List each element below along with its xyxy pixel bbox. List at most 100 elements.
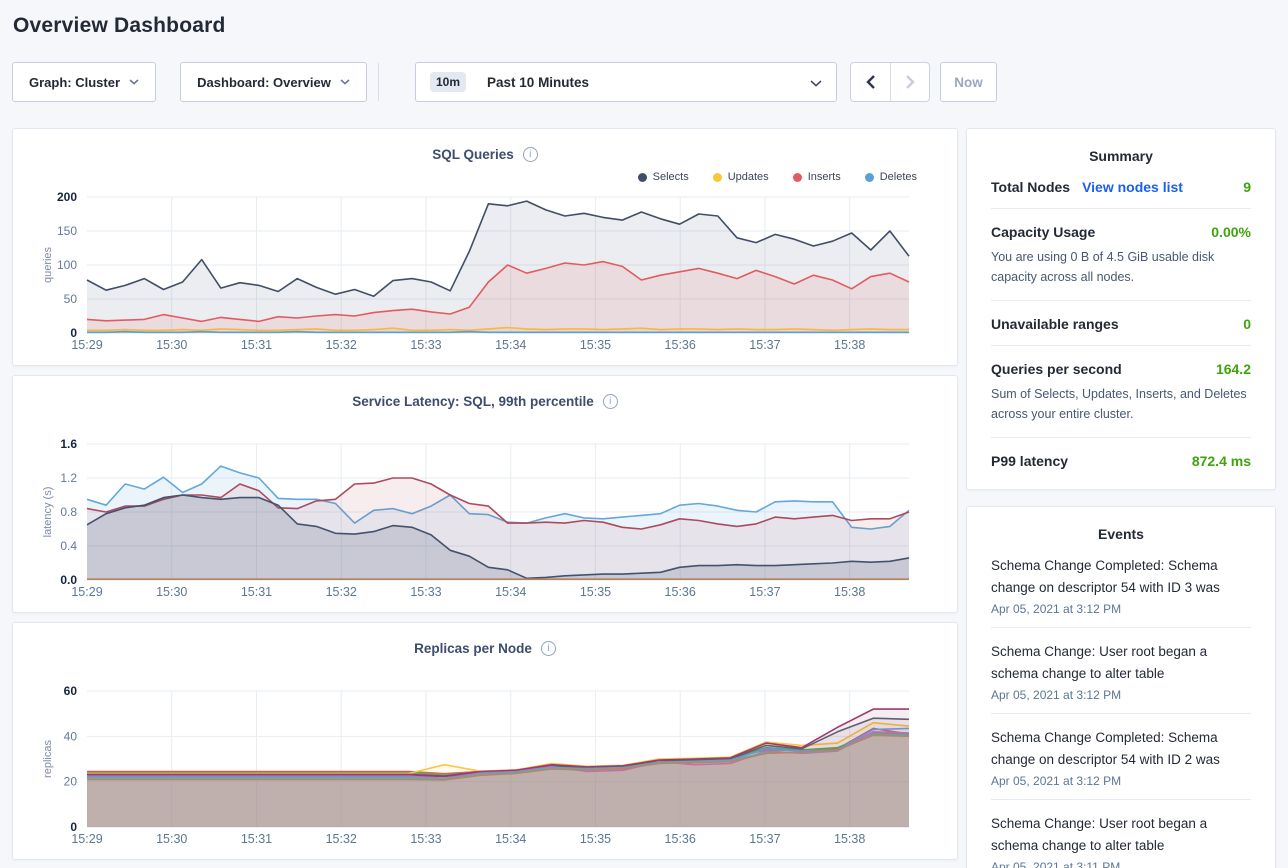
- legend-dot-icon: [864, 172, 874, 182]
- sql-queries-chart[interactable]: 0 50 100 150 200 15:29 15:30 15:31 15:32 15:33 15:…: [37, 189, 935, 359]
- unavailable-ranges-value: 0: [1243, 316, 1251, 332]
- svg-text:15:35: 15:35: [580, 832, 611, 846]
- toolbar-divider: [378, 63, 379, 101]
- svg-text:15:33: 15:33: [410, 338, 441, 352]
- legend-item-inserts[interactable]: Inserts: [792, 171, 841, 183]
- svg-text:1.6: 1.6: [60, 437, 77, 451]
- svg-text:60: 60: [64, 684, 78, 698]
- chart-legend: [37, 659, 933, 683]
- svg-text:0.0: 0.0: [60, 573, 77, 587]
- total-nodes-label: Total Nodes: [991, 179, 1071, 195]
- summary-row-queries-per-second: Queries per second 164.2 Sum of Selects,…: [991, 346, 1251, 438]
- svg-text:15:32: 15:32: [326, 338, 357, 352]
- summary-title: Summary: [1089, 148, 1153, 164]
- graph-dropdown-label: Graph: Cluster: [28, 74, 120, 90]
- total-nodes-value: 9: [1243, 179, 1251, 195]
- charts-column: SQL Queries i Selects Updates Inserts Delet…: [12, 128, 958, 860]
- event-timestamp: Apr 05, 2021 at 3:12 PM: [991, 774, 1122, 788]
- chart-legend: [37, 412, 933, 436]
- svg-text:0.8: 0.8: [60, 505, 77, 519]
- svg-text:15:35: 15:35: [580, 585, 611, 599]
- event-item[interactable]: Schema Change Completed: Schema change o…: [991, 542, 1251, 628]
- event-timestamp: Apr 05, 2021 at 3:12 PM: [991, 688, 1122, 702]
- svg-text:15:34: 15:34: [495, 585, 526, 599]
- event-text: Schema Change Completed: Schema change o…: [991, 730, 1220, 767]
- unavailable-ranges-label: Unavailable ranges: [991, 316, 1119, 332]
- svg-text:0.4: 0.4: [60, 539, 77, 553]
- event-text: Schema Change Completed: Schema change o…: [991, 558, 1220, 595]
- svg-text:15:37: 15:37: [749, 338, 780, 352]
- event-text: Schema Change: User root began a schema …: [991, 644, 1208, 681]
- chevron-left-icon: [866, 75, 875, 89]
- legend-item-deletes[interactable]: Deletes: [864, 171, 917, 183]
- svg-text:latency (s): latency (s): [42, 487, 54, 538]
- svg-text:15:33: 15:33: [410, 832, 441, 846]
- capacity-usage-value: 0.00%: [1211, 224, 1251, 240]
- event-timestamp: Apr 05, 2021 at 3:12 PM: [991, 602, 1122, 616]
- legend-item-updates[interactable]: Updates: [712, 171, 769, 183]
- svg-text:15:32: 15:32: [326, 585, 357, 599]
- chart-header: Replicas per Node i: [37, 623, 933, 659]
- event-timestamp: Apr 05, 2021 at 3:11 PM: [991, 860, 1121, 868]
- p99-latency-label: P99 latency: [991, 453, 1069, 469]
- svg-text:15:32: 15:32: [326, 832, 357, 846]
- info-icon[interactable]: i: [540, 641, 556, 656]
- svg-text:1.2: 1.2: [60, 471, 77, 485]
- chart-header: SQL Queries i: [37, 129, 933, 165]
- page-title: Overview Dashboard: [13, 14, 226, 37]
- summary-row-unavailable-ranges: Unavailable ranges 0: [991, 301, 1251, 346]
- dashboard-dropdown-label: Dashboard: Overview: [197, 74, 331, 90]
- info-icon[interactable]: i: [522, 147, 538, 162]
- svg-text:15:31: 15:31: [241, 338, 272, 352]
- svg-text:0: 0: [70, 326, 77, 340]
- chart-legend: Selects Updates Inserts Deletes: [37, 165, 933, 189]
- svg-text:15:38: 15:38: [834, 585, 865, 599]
- svg-text:15:29: 15:29: [71, 832, 102, 846]
- now-button[interactable]: Now: [940, 62, 997, 102]
- svg-text:15:36: 15:36: [665, 338, 696, 352]
- capacity-usage-description: You are using 0 B of 4.5 GiB usable disk…: [991, 250, 1215, 284]
- chevron-right-icon: [905, 75, 915, 89]
- chart-title: Replicas per Node: [414, 641, 532, 656]
- svg-text:15:30: 15:30: [156, 585, 187, 599]
- svg-text:15:38: 15:38: [834, 832, 865, 846]
- event-item[interactable]: Schema Change Completed: Schema change o…: [991, 714, 1251, 800]
- legend-label: Selects: [652, 171, 689, 183]
- summary-row-p99-latency: P99 latency 872.4 ms: [991, 438, 1251, 482]
- replicas-per-node-chart[interactable]: 0 20 40 60 15:29 15:30 15:31 15:32 15:33 15:34 15:…: [37, 683, 935, 853]
- time-prev-button[interactable]: [851, 63, 890, 101]
- svg-text:queries: queries: [42, 246, 54, 283]
- summary-panel: Summary Total Nodes View nodes list 9 Ca…: [966, 128, 1276, 490]
- svg-text:15:34: 15:34: [495, 338, 526, 352]
- time-range-picker[interactable]: 10m Past 10 Minutes: [415, 62, 837, 102]
- chevron-down-icon: [340, 79, 350, 85]
- service-latency-chart-card: Service Latency: SQL, 99th percentile i …: [12, 375, 958, 613]
- time-next-button[interactable]: [890, 63, 929, 101]
- legend-dot-icon: [712, 172, 722, 182]
- event-item[interactable]: Schema Change: User root began a schema …: [991, 628, 1251, 714]
- toolbar: Graph: Cluster Dashboard: Overview 10m P…: [12, 62, 1276, 102]
- queries-per-second-value: 164.2: [1215, 361, 1251, 377]
- view-nodes-list-link[interactable]: View nodes list: [1082, 179, 1183, 195]
- svg-text:200: 200: [57, 190, 77, 204]
- legend-item-selects[interactable]: Selects: [637, 171, 689, 183]
- info-icon[interactable]: i: [602, 394, 618, 409]
- summary-row-capacity-usage: Capacity Usage 0.00% You are using 0 B o…: [991, 209, 1251, 301]
- event-item[interactable]: Schema Change: User root began a schema …: [991, 800, 1251, 868]
- chart-title: SQL Queries: [432, 147, 514, 162]
- service-latency-chart[interactable]: 0.0 0.4 0.8 1.2 1.6 15:29 15:30 15:31 15:32 15:33…: [37, 436, 935, 606]
- svg-text:15:30: 15:30: [156, 832, 187, 846]
- dashboard-content: SQL Queries i Selects Updates Inserts Delet…: [12, 128, 1276, 868]
- replicas-per-node-chart-card: Replicas per Node i 0 20 40 60 15:29 15:30 15:…: [12, 622, 958, 860]
- chevron-down-icon: [129, 79, 139, 85]
- svg-text:40: 40: [64, 729, 78, 743]
- dashboard-dropdown[interactable]: Dashboard: Overview: [180, 62, 367, 102]
- svg-text:replicas: replicas: [42, 740, 54, 778]
- graph-dropdown[interactable]: Graph: Cluster: [12, 62, 156, 102]
- chart-title: Service Latency: SQL, 99th percentile: [352, 394, 594, 409]
- svg-text:15:35: 15:35: [580, 338, 611, 352]
- time-range-badge: 10m: [430, 72, 467, 92]
- legend-label: Deletes: [879, 171, 917, 183]
- time-range-label: Past 10 Minutes: [487, 74, 590, 90]
- summary-row-total-nodes: Total Nodes View nodes list 9: [991, 164, 1251, 209]
